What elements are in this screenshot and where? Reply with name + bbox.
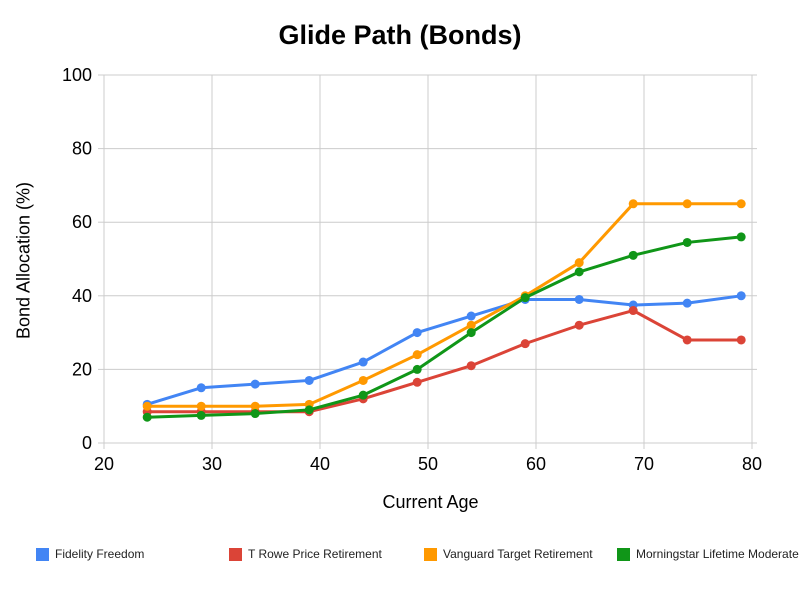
legend-item-vanguard-target-retirement: Vanguard Target Retirement xyxy=(424,547,593,561)
data-point-fidelity-freedom xyxy=(682,298,692,308)
x-tick-label: 30 xyxy=(202,454,222,474)
data-point-vanguard-target-retirement xyxy=(412,350,422,360)
legend-swatch-icon xyxy=(229,547,242,561)
y-tick-label: 80 xyxy=(72,139,92,159)
legend-swatch-icon xyxy=(617,547,630,561)
data-point-morningstar-lifetime-moderate xyxy=(574,267,584,277)
data-point-vanguard-target-retirement xyxy=(142,401,152,411)
x-tick-label: 50 xyxy=(418,454,438,474)
legend-swatch-icon xyxy=(36,547,49,561)
y-tick-label: 40 xyxy=(72,286,92,306)
data-point-t-rowe-price-retirement xyxy=(736,335,746,345)
data-point-fidelity-freedom xyxy=(412,328,422,338)
data-point-morningstar-lifetime-moderate xyxy=(196,410,206,420)
series-line-morningstar-lifetime-moderate xyxy=(145,235,743,419)
data-point-fidelity-freedom xyxy=(574,294,584,304)
data-point-vanguard-target-retirement xyxy=(466,320,476,330)
data-point-vanguard-target-retirement xyxy=(574,258,584,268)
x-tick-label: 20 xyxy=(94,454,114,474)
y-tick-label: 0 xyxy=(82,433,92,453)
y-tick-label: 60 xyxy=(72,212,92,232)
data-point-fidelity-freedom xyxy=(358,357,368,367)
data-point-morningstar-lifetime-moderate xyxy=(466,328,476,338)
legend-label: T Rowe Price Retirement xyxy=(248,547,382,561)
data-point-morningstar-lifetime-moderate xyxy=(520,293,530,303)
data-point-t-rowe-price-retirement xyxy=(682,335,692,345)
series-line-t-rowe-price-retirement xyxy=(145,309,743,414)
data-point-t-rowe-price-retirement xyxy=(574,320,584,330)
data-point-t-rowe-price-retirement xyxy=(412,377,422,387)
data-point-vanguard-target-retirement xyxy=(250,401,260,411)
data-point-morningstar-lifetime-moderate xyxy=(628,250,638,260)
data-point-morningstar-lifetime-moderate xyxy=(412,364,422,374)
data-point-vanguard-target-retirement xyxy=(196,401,206,411)
data-point-morningstar-lifetime-moderate xyxy=(250,409,260,419)
data-point-fidelity-freedom xyxy=(736,291,746,301)
series-line-vanguard-target-retirement xyxy=(145,202,743,408)
data-point-vanguard-target-retirement xyxy=(628,199,638,209)
x-tick-label: 70 xyxy=(634,454,654,474)
data-point-t-rowe-price-retirement xyxy=(466,361,476,371)
legend-label: Vanguard Target Retirement xyxy=(443,547,593,561)
y-tick-label: 100 xyxy=(62,65,92,85)
data-point-fidelity-freedom xyxy=(304,375,314,385)
data-point-morningstar-lifetime-moderate xyxy=(736,232,746,242)
data-point-morningstar-lifetime-moderate xyxy=(358,390,368,400)
legend-item-fidelity-freedom: Fidelity Freedom xyxy=(36,547,144,561)
data-point-fidelity-freedom xyxy=(250,379,260,389)
data-point-vanguard-target-retirement xyxy=(358,375,368,385)
y-tick-label: 20 xyxy=(72,359,92,379)
legend-item-morningstar-lifetime-moderate: Morningstar Lifetime Moderate xyxy=(617,547,799,561)
legend-swatch-icon xyxy=(424,547,437,561)
x-axis-title: Current Age xyxy=(382,492,479,512)
x-tick-label: 40 xyxy=(310,454,330,474)
data-point-fidelity-freedom xyxy=(196,383,206,393)
data-point-t-rowe-price-retirement xyxy=(520,339,530,349)
data-point-morningstar-lifetime-moderate xyxy=(682,237,692,247)
data-point-morningstar-lifetime-moderate xyxy=(304,405,314,415)
x-tick-label: 80 xyxy=(742,454,762,474)
x-tick-label: 60 xyxy=(526,454,546,474)
legend-item-t-rowe-price-retirement: T Rowe Price Retirement xyxy=(229,547,382,561)
legend-label: Fidelity Freedom xyxy=(55,547,145,561)
data-point-t-rowe-price-retirement xyxy=(628,306,638,316)
gridlines xyxy=(103,74,757,444)
chart-title: Glide Path (Bonds) xyxy=(278,20,522,50)
data-point-vanguard-target-retirement xyxy=(682,199,692,209)
data-point-vanguard-target-retirement xyxy=(736,199,746,209)
series-line-fidelity-freedom xyxy=(145,294,743,406)
data-point-fidelity-freedom xyxy=(466,311,476,321)
data-point-morningstar-lifetime-moderate xyxy=(142,412,152,422)
axes xyxy=(98,74,757,449)
legend-label: Morningstar Lifetime Moderate xyxy=(636,547,799,561)
